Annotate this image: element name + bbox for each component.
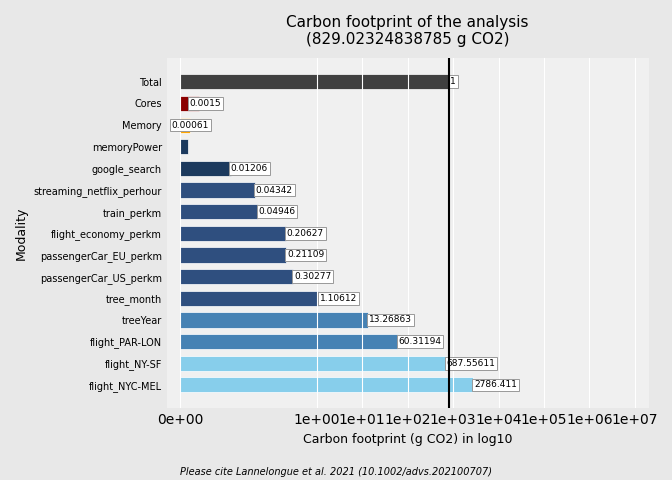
Bar <box>181 182 255 198</box>
Text: 687.55611: 687.55611 <box>447 359 495 368</box>
Text: 0.04946: 0.04946 <box>259 207 296 216</box>
Bar <box>181 269 293 284</box>
Bar <box>181 226 286 241</box>
Bar <box>181 334 398 349</box>
Text: 60.31194: 60.31194 <box>398 337 442 346</box>
Text: 0.21109: 0.21109 <box>287 251 325 260</box>
Text: 0.0015: 0.0015 <box>190 99 221 108</box>
Bar <box>181 118 190 132</box>
Text: 0.30277: 0.30277 <box>294 272 331 281</box>
Text: 0.00045: 0.00045 <box>0 479 1 480</box>
X-axis label: Carbon footprint (g CO2) in log10: Carbon footprint (g CO2) in log10 <box>303 433 513 446</box>
Y-axis label: Modality: Modality <box>15 207 28 260</box>
Text: 13.26863: 13.26863 <box>369 315 412 324</box>
Bar <box>181 312 368 327</box>
Text: 0.01206: 0.01206 <box>230 164 268 173</box>
Bar <box>181 96 198 111</box>
Bar <box>181 74 450 89</box>
Bar <box>181 161 231 176</box>
Bar <box>181 139 187 154</box>
Bar <box>181 291 319 306</box>
Text: 0.20627: 0.20627 <box>286 229 324 238</box>
Title: Carbon footprint of the analysis
(829.02324838785 g CO2): Carbon footprint of the analysis (829.02… <box>286 15 529 48</box>
Text: 1.10612: 1.10612 <box>320 294 357 303</box>
Bar <box>181 356 446 371</box>
Text: 1: 1 <box>450 77 456 86</box>
Text: 0.00061: 0.00061 <box>171 120 209 130</box>
Bar <box>181 204 258 219</box>
Bar <box>181 377 473 393</box>
Text: 0.04342: 0.04342 <box>256 186 293 194</box>
Text: Please cite Lannelongue et al. 2021 (10.1002/advs.202100707): Please cite Lannelongue et al. 2021 (10.… <box>180 467 492 477</box>
Bar <box>181 247 286 263</box>
Text: 2786.411: 2786.411 <box>474 380 517 389</box>
